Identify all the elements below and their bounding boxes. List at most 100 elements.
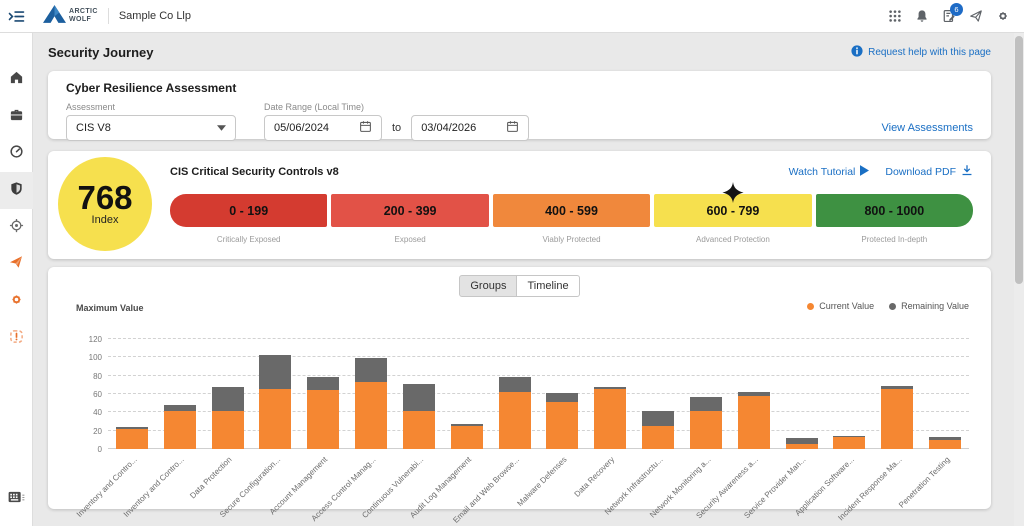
- current-segment: [833, 437, 866, 449]
- index-gauge-card: 768 Index CIS Critical Security Controls…: [48, 151, 991, 259]
- bar-11[interactable]: Network Infrastructu...: [603, 339, 682, 517]
- page-scrollbar-track[interactable]: [1014, 33, 1024, 526]
- bar-6[interactable]: Continuous Vulnerabi...: [360, 339, 443, 520]
- bar-8[interactable]: Email and Web Browse...: [451, 339, 539, 525]
- current-segment: [594, 388, 627, 449]
- bar-14[interactable]: Service Provider Man...: [743, 339, 826, 520]
- x-axis-label: Data Protection: [188, 455, 234, 501]
- tab-groups[interactable]: Groups: [459, 275, 518, 297]
- remaining-segment: [115, 427, 148, 429]
- target-icon: [9, 218, 24, 238]
- bar-16[interactable]: Incident Response Ma...: [836, 339, 921, 522]
- date-to-input[interactable]: 03/04/2026: [411, 115, 530, 141]
- current-segment: [450, 426, 483, 449]
- chevron-down-icon: [217, 122, 226, 134]
- assessment-select[interactable]: CIS V8: [66, 115, 236, 141]
- y-axis-tick: 0: [97, 445, 102, 454]
- sidebar-item-home[interactable]: [0, 61, 33, 98]
- band-range: 800 - 1000: [815, 194, 974, 227]
- bar-2[interactable]: Data Protection: [189, 339, 252, 500]
- sidebar-item-keyboard[interactable]: [0, 481, 33, 518]
- remaining-segment: [402, 383, 435, 412]
- gear-icon[interactable]: [996, 9, 1010, 23]
- sidebar-item-shield[interactable]: [0, 172, 33, 209]
- bar-0[interactable]: Inventory and Contro...: [74, 339, 156, 519]
- info-icon: [851, 44, 863, 60]
- paper-plane-outline-icon[interactable]: [969, 9, 983, 23]
- band-caption: Exposed: [394, 235, 426, 244]
- bar-4[interactable]: Account Management: [268, 339, 347, 516]
- brand-text: ARCTIC WOLF: [69, 8, 98, 23]
- legend-dot-icon: [807, 302, 815, 310]
- page-scrollbar-thumb[interactable]: [1015, 36, 1023, 284]
- remaining-segment: [259, 354, 292, 389]
- band-range: 400 - 599: [492, 194, 651, 227]
- calendar-icon: [359, 120, 372, 136]
- score-band-4: 800 - 1000 Protected In-depth: [815, 194, 974, 244]
- band-caption: Critically Exposed: [216, 235, 281, 244]
- gridline: 60: [93, 390, 969, 399]
- x-axis-label: Data Recovery: [572, 455, 617, 499]
- gridline: 20: [93, 427, 969, 436]
- bar-13[interactable]: Security Awareness a...: [695, 339, 778, 520]
- tab-timeline[interactable]: Timeline: [517, 275, 580, 297]
- bar-9[interactable]: Malware Defenses: [516, 339, 586, 508]
- remaining-segment: [833, 436, 866, 438]
- legend-item[interactable]: Remaining Value: [889, 301, 969, 311]
- remaining-segment: [450, 424, 483, 427]
- sidebar-item-gauge[interactable]: [0, 135, 33, 172]
- date-from-input[interactable]: 05/06/2024: [264, 115, 382, 141]
- controls-chart-card: Groups Timeline Maximum Value Current Val…: [48, 267, 991, 525]
- download-pdf-link[interactable]: Download PDF: [885, 164, 973, 179]
- gridline: 100: [89, 353, 969, 362]
- index-circle: 768 Index: [58, 157, 152, 251]
- view-assessments-link[interactable]: View Assessments: [881, 121, 973, 134]
- score-band-1: 200 - 399 Exposed: [331, 194, 489, 244]
- bar-5[interactable]: Access Control Manag...: [309, 339, 395, 523]
- tasks-icon[interactable]: 6: [942, 3, 963, 23]
- remaining-segment: [355, 358, 388, 383]
- bar-7[interactable]: Audit Log Management: [408, 339, 491, 520]
- bar-15[interactable]: Application Software...: [793, 339, 873, 518]
- apps-grid-icon[interactable]: [888, 9, 902, 23]
- remaining-segment: [546, 393, 579, 403]
- bar-3[interactable]: Secure Configuration...: [218, 339, 299, 519]
- current-segment: [881, 388, 914, 449]
- band-range: 200 - 399: [331, 194, 489, 227]
- notification-badge: 6: [950, 3, 963, 16]
- arctic-wolf-mark-icon: [43, 4, 66, 28]
- score-band-3: 600 - 799 Advanced Protection: [654, 181, 812, 244]
- bar-17[interactable]: Penetration Testing: [897, 339, 969, 510]
- view-tabs: Groups Timeline: [64, 275, 975, 297]
- bar-10[interactable]: Data Recovery: [573, 339, 634, 499]
- sidebar-item-gear-orange[interactable]: [0, 283, 33, 320]
- menu-open-icon[interactable]: [8, 10, 25, 23]
- legend-item[interactable]: Current Value: [807, 301, 874, 311]
- current-segment: [546, 402, 579, 449]
- keyboard-icon: [8, 491, 25, 509]
- bar-1[interactable]: Inventory and Contro...: [122, 339, 204, 519]
- arctic-wolf-logo[interactable]: ARCTIC WOLF: [43, 4, 98, 28]
- index-value: 768: [77, 179, 133, 216]
- gear-orange-icon: [9, 292, 24, 312]
- bell-icon[interactable]: [915, 9, 929, 23]
- sidebar-item-paper-plane[interactable]: [0, 246, 33, 283]
- main-content: Security Journey Request help with this …: [33, 33, 1014, 526]
- band-caption: Protected In-depth: [861, 235, 928, 244]
- bar-12[interactable]: Network Monitoring a...: [648, 339, 730, 520]
- index-label: Index: [91, 214, 119, 226]
- company-name: Sample Co Llp: [118, 10, 191, 22]
- band-caption: Viably Protected: [542, 235, 601, 244]
- score-band-0: 0 - 199 Critically Exposed: [170, 194, 328, 244]
- watch-tutorial-link[interactable]: Watch Tutorial: [789, 164, 870, 179]
- y-axis-tick: 20: [93, 426, 102, 436]
- request-help-link[interactable]: Request help with this page: [851, 44, 991, 60]
- sidebar-item-briefcase[interactable]: [0, 98, 33, 135]
- paper-plane-icon: [8, 254, 24, 275]
- sidebar-item-target[interactable]: [0, 209, 33, 246]
- gauge-icon: [9, 144, 24, 164]
- current-segment: [211, 410, 244, 449]
- sidebar-item-incident[interactable]: [0, 320, 33, 357]
- legend-label: Current Value: [819, 301, 875, 311]
- home-icon: [9, 70, 24, 90]
